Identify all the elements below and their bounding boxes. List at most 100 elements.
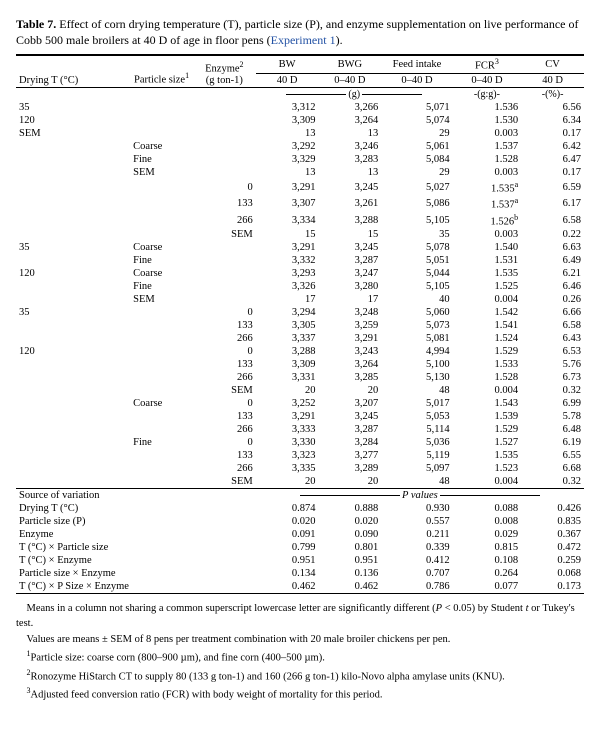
table-row: SEM1515350.0030.22: [16, 228, 584, 241]
table-row: SEM2020480.0040.32: [16, 384, 584, 397]
cell-fcr: 1.543: [453, 397, 522, 410]
header-bwg-period: 0–40 D: [319, 73, 382, 87]
cell-fcr: 1.528: [453, 153, 522, 166]
cell-fi: 5,084: [381, 153, 452, 166]
table-row: Fine03,3303,2845,0361.5276.19: [16, 436, 584, 449]
cell-cv: 0.26: [521, 293, 584, 306]
cell-fcr: 1.527: [453, 436, 522, 449]
pvalue-label: Drying T (°C): [16, 502, 256, 515]
cell-enzyme: 0: [193, 306, 256, 319]
cell-cv: 0.17: [521, 166, 584, 179]
cell-enzyme: [193, 101, 256, 114]
cell-fi: 5,086: [381, 195, 452, 212]
cell-bw: 20: [256, 475, 319, 489]
cell-fcr: 1.535a: [453, 179, 522, 196]
pvalue-cv: 0.835: [521, 515, 584, 528]
table-row: 2663,3313,2855,1301.5286.73: [16, 371, 584, 384]
pvalue-bwg: 0.801: [319, 541, 382, 554]
cell-drying-t: [16, 228, 130, 241]
p-values-label: P values: [256, 489, 584, 503]
cell-fcr: 0.003: [453, 166, 522, 179]
table-row: 1333,3073,2615,0861.537a6.17: [16, 195, 584, 212]
cell-enzyme: [193, 166, 256, 179]
cell-bwg: 13: [319, 166, 382, 179]
cell-particle: [130, 384, 193, 397]
experiment-link[interactable]: Experiment 1: [271, 33, 336, 47]
pvalue-row: Particle size (P)0.0200.0200.5570.0080.8…: [16, 515, 584, 528]
cell-fcr: 1.537a: [453, 195, 522, 212]
cell-fcr: 1.525: [453, 280, 522, 293]
pvalue-fcr: 0.029: [453, 528, 522, 541]
cell-fi: 5,073: [381, 319, 452, 332]
table-row: 2663,3333,2875,1141.5296.48: [16, 423, 584, 436]
cell-bwg: 3,287: [319, 254, 382, 267]
cell-cv: 6.19: [521, 436, 584, 449]
pvalue-cv: 0.173: [521, 580, 584, 594]
pvalue-row: T (°C) × Enzyme0.9510.9510.4120.1080.259: [16, 554, 584, 567]
cell-particle: SEM: [130, 293, 193, 306]
table-row: 1333,3053,2595,0731.5416.58: [16, 319, 584, 332]
cell-enzyme: [193, 280, 256, 293]
header-fi: Feed intake: [381, 55, 452, 73]
cell-particle: SEM: [130, 166, 193, 179]
cell-drying-t: [16, 384, 130, 397]
cell-cv: 6.58: [521, 212, 584, 229]
cell-fcr: 0.003: [453, 127, 522, 140]
cell-drying-t: 35: [16, 306, 130, 319]
source-of-variation: Source of variation: [16, 489, 256, 503]
cell-fcr: 0.004: [453, 475, 522, 489]
pvalue-fi: 0.339: [381, 541, 452, 554]
cell-cv: 6.48: [521, 423, 584, 436]
cell-particle: [130, 449, 193, 462]
cell-enzyme: [193, 114, 256, 127]
cell-drying-t: [16, 332, 130, 345]
cell-bwg: 3,266: [319, 101, 382, 114]
cell-enzyme: [193, 254, 256, 267]
cell-fcr: 1.524: [453, 332, 522, 345]
cell-bwg: 17: [319, 293, 382, 306]
cell-bw: 15: [256, 228, 319, 241]
cell-drying-t: [16, 195, 130, 212]
pvalue-fi: 0.412: [381, 554, 452, 567]
cell-cv: 0.32: [521, 384, 584, 397]
table-row: 2663,3343,2885,1051.526b6.58: [16, 212, 584, 229]
cell-particle: Coarse: [130, 267, 193, 280]
cell-bwg: 3,280: [319, 280, 382, 293]
cell-fi: 40: [381, 293, 452, 306]
table-row: 1333,3233,2775,1191.5356.55: [16, 449, 584, 462]
cell-fcr: 1.540: [453, 241, 522, 254]
pvalue-bwg: 0.462: [319, 580, 382, 594]
cell-bw: 3,252: [256, 397, 319, 410]
table-row: 2663,3353,2895,0971.5236.68: [16, 462, 584, 475]
cell-cv: 0.17: [521, 127, 584, 140]
cell-fcr: 1.529: [453, 345, 522, 358]
pvalue-bw: 0.020: [256, 515, 319, 528]
cell-drying-t: [16, 410, 130, 423]
cell-enzyme: 0: [193, 345, 256, 358]
cell-cv: 6.99: [521, 397, 584, 410]
header-fi-period: 0–40 D: [381, 73, 452, 87]
cell-bwg: 3,264: [319, 114, 382, 127]
cell-particle: [130, 358, 193, 371]
header-bwg: BWG: [319, 55, 382, 73]
cell-bw: 3,291: [256, 410, 319, 423]
cell-bw: 3,309: [256, 114, 319, 127]
cell-bw: 3,331: [256, 371, 319, 384]
table-row: Coarse03,2523,2075,0171.5436.99: [16, 397, 584, 410]
caption-text-b: ).: [336, 33, 343, 47]
cell-particle: [130, 179, 193, 196]
pvalue-fcr: 0.077: [453, 580, 522, 594]
header-fcr-period: 0–40 D: [453, 73, 522, 87]
pvalue-bw: 0.951: [256, 554, 319, 567]
pvalue-row: T (°C) × Particle size0.7990.8010.3390.8…: [16, 541, 584, 554]
cell-bwg: 3,289: [319, 462, 382, 475]
cell-drying-t: 35: [16, 101, 130, 114]
cell-drying-t: [16, 166, 130, 179]
cell-fcr: 1.535: [453, 267, 522, 280]
cell-enzyme: 266: [193, 332, 256, 345]
table-row: Fine3,3263,2805,1051.5256.46: [16, 280, 584, 293]
cell-drying-t: [16, 293, 130, 306]
cell-cv: 6.34: [521, 114, 584, 127]
cell-bw: 13: [256, 127, 319, 140]
cell-bw: 3,334: [256, 212, 319, 229]
